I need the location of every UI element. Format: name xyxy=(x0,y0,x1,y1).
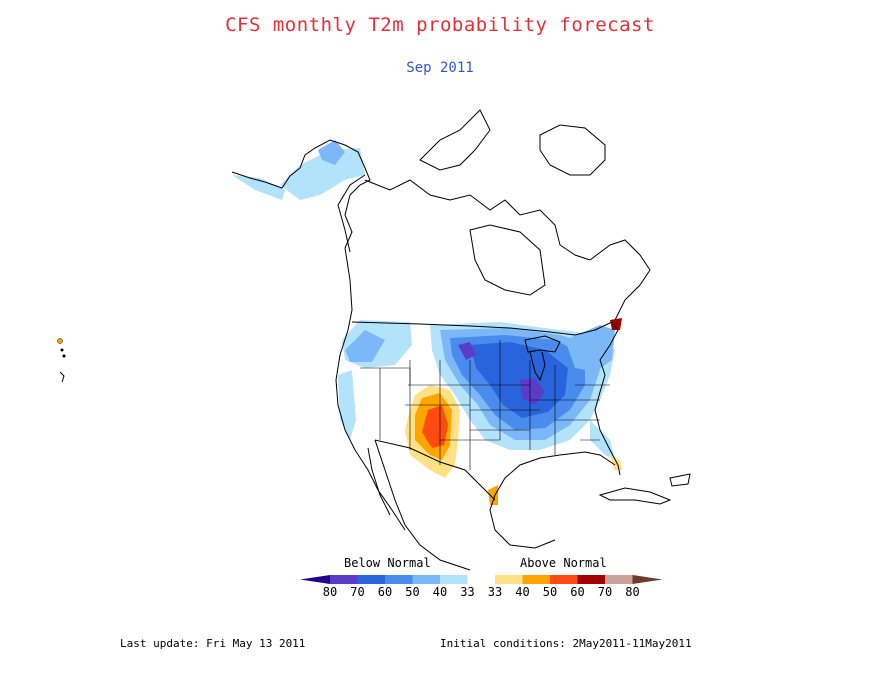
shade-alaska xyxy=(280,148,365,200)
legend-swatch xyxy=(412,575,440,584)
canada-arctic-coast xyxy=(364,179,591,261)
legend-swatch xyxy=(300,575,330,584)
shade-westcoast xyxy=(338,370,356,440)
initial-conditions-text: Initial conditions: 2May2011-11May2011 xyxy=(440,637,692,650)
shade-newengland xyxy=(610,318,622,330)
hudson-bay xyxy=(469,224,546,296)
legend-tick-label: 50 xyxy=(542,585,558,599)
map-outlines xyxy=(231,109,691,571)
shade-central-cool-70a xyxy=(458,342,476,360)
greenland-coast xyxy=(539,124,606,176)
legend-swatch xyxy=(495,575,523,584)
shade-florida xyxy=(610,455,622,470)
legend-tick-label: 33 xyxy=(487,585,503,599)
hispaniola xyxy=(669,473,691,487)
mexico-west xyxy=(374,439,471,571)
legend-tick-label: 60 xyxy=(377,585,393,599)
labrador-coast xyxy=(589,239,651,321)
shade-northwest-inner xyxy=(345,330,385,362)
legend-above-label: Above Normal xyxy=(520,556,607,570)
alaska-border xyxy=(337,174,366,253)
legend-swatch xyxy=(440,575,468,584)
shade-northeast xyxy=(565,325,615,372)
shade-southwest-warm-60 xyxy=(422,405,448,448)
probability-shading xyxy=(232,140,622,505)
legend-tick-label: 40 xyxy=(515,585,530,599)
lake-michigan xyxy=(529,351,546,382)
shade-alaska-west xyxy=(232,175,285,200)
legend-tick-label: 60 xyxy=(570,585,585,599)
east-coast xyxy=(574,321,621,476)
legend-swatch xyxy=(605,575,633,584)
arctic-islands xyxy=(419,109,491,171)
legend-tick-label: 80 xyxy=(322,585,338,599)
us-canada-border xyxy=(351,321,576,336)
shade-texas-coast xyxy=(488,485,498,505)
shade-alaska-inner xyxy=(318,140,345,165)
legend-tick-label: 50 xyxy=(405,585,420,599)
us-mexico-border xyxy=(374,439,496,501)
map-title: CFS monthly T2m probability forecast xyxy=(225,14,655,36)
legend-swatch xyxy=(385,575,413,584)
legend-swatch xyxy=(357,575,385,584)
legend-swatch xyxy=(632,575,663,584)
legend-tick-label: 40 xyxy=(432,585,448,599)
legend-swatch xyxy=(550,575,578,584)
legend-swatch xyxy=(330,575,358,584)
legend-tick-label: 70 xyxy=(597,585,613,599)
great-lakes xyxy=(524,335,561,353)
shade-central-cool-60 xyxy=(470,342,568,418)
state-borders xyxy=(360,340,610,470)
legend-tick-label: 70 xyxy=(350,585,365,599)
legend-tick-labels: 80 70 60 50 40 33 33 40 50 60 70 80 xyxy=(300,585,660,599)
legend-swatch xyxy=(577,575,605,584)
legend-swatch xyxy=(522,575,550,584)
baja xyxy=(367,447,391,516)
legend-colorbar xyxy=(300,575,663,584)
cuba xyxy=(598,487,672,505)
legend-swatch xyxy=(467,575,495,584)
alaska-coast xyxy=(231,139,371,249)
map-subtitle: Sep 2011 xyxy=(406,60,474,76)
gulf-coast xyxy=(489,451,616,549)
shade-southeast xyxy=(590,420,615,460)
hawaii-islands xyxy=(57,338,66,383)
legend-below-label: Below Normal xyxy=(344,556,431,570)
last-update-text: Last update: Fri May 13 2011 xyxy=(120,637,306,650)
legend-tick-label: 33 xyxy=(460,585,475,599)
legend-tick-label: 80 xyxy=(625,585,640,599)
